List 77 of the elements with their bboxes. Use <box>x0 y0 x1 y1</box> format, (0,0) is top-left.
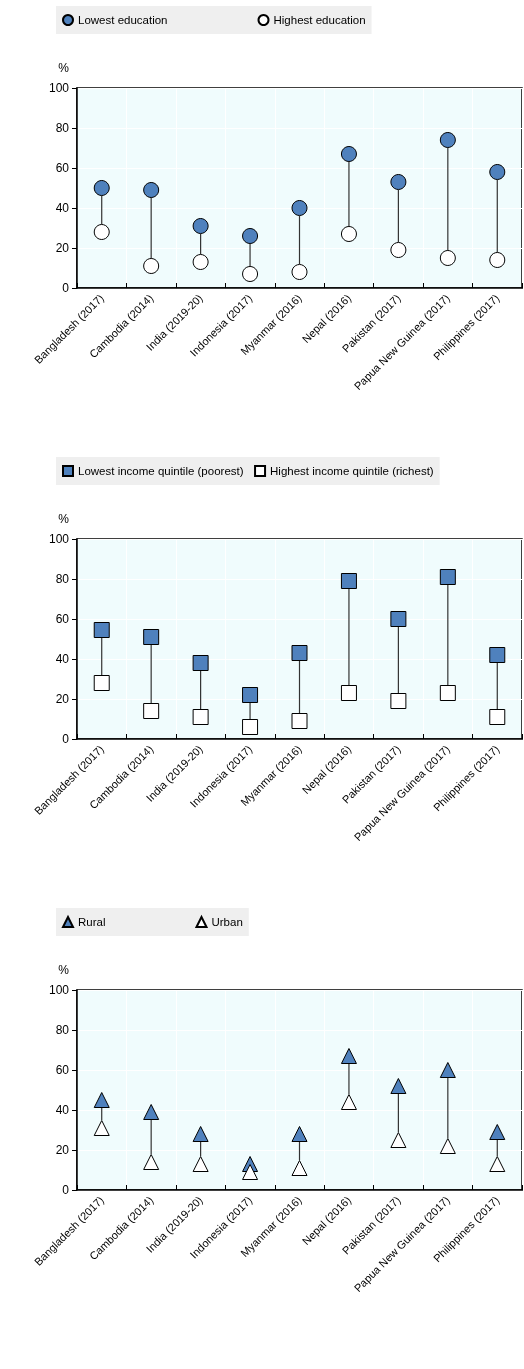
legend-label: Rural <box>78 916 106 928</box>
point <box>439 132 456 148</box>
y-tick-label: 80 <box>55 121 70 135</box>
point <box>143 182 160 198</box>
point <box>439 685 456 701</box>
point <box>242 228 259 244</box>
point <box>291 1126 308 1142</box>
point <box>242 687 259 703</box>
point <box>439 1062 456 1078</box>
y-tick-label: 80 <box>55 572 70 586</box>
y-tick-label: 60 <box>55 161 70 175</box>
point <box>143 1104 160 1120</box>
y-tick-label: 40 <box>55 1103 70 1117</box>
y-axis-title: % <box>58 61 70 75</box>
point <box>390 1078 407 1094</box>
point <box>192 1156 209 1172</box>
y-tick-label: 40 <box>55 201 70 215</box>
point <box>291 713 308 729</box>
point <box>143 703 160 719</box>
point <box>93 180 110 196</box>
point <box>489 1156 506 1172</box>
point <box>340 1094 357 1110</box>
point <box>291 645 308 661</box>
point <box>390 174 407 190</box>
point <box>439 569 456 585</box>
point <box>390 242 407 258</box>
y-tick-label: 60 <box>55 1063 70 1077</box>
point <box>192 254 209 270</box>
y-tick-label: 0 <box>62 281 70 295</box>
point <box>192 709 209 725</box>
y-tick-label: 20 <box>55 1143 70 1157</box>
point <box>242 719 259 735</box>
point <box>192 1126 209 1142</box>
y-tick-label: 60 <box>55 612 70 626</box>
y-tick-label: 20 <box>55 241 70 255</box>
point <box>242 266 259 282</box>
legend-label: Lowest education <box>78 14 168 26</box>
legend-label: Lowest income quintile (poorest) <box>78 465 244 477</box>
legend-label: Highest education <box>273 14 366 26</box>
point <box>143 1154 160 1170</box>
legend-label: Highest income quintile (richest) <box>270 465 434 477</box>
point <box>439 250 456 266</box>
point <box>291 200 308 216</box>
point <box>192 218 209 234</box>
point <box>390 693 407 709</box>
y-tick-label: 0 <box>62 1183 70 1197</box>
point <box>340 573 357 589</box>
y-tick-label: 0 <box>62 732 70 746</box>
point <box>340 226 357 242</box>
point <box>390 611 407 627</box>
point <box>489 252 506 268</box>
y-tick-label: 80 <box>55 1023 70 1037</box>
point <box>192 655 209 671</box>
y-tick-label: 100 <box>48 532 70 546</box>
y-axis-title: % <box>58 512 70 526</box>
point <box>340 685 357 701</box>
point <box>93 1120 110 1136</box>
point <box>340 146 357 162</box>
point <box>390 1132 407 1148</box>
point <box>489 647 506 663</box>
point <box>489 709 506 725</box>
point <box>93 675 110 691</box>
y-axis-title: % <box>58 963 70 977</box>
y-tick-label: 100 <box>48 983 70 997</box>
point <box>93 622 110 638</box>
point <box>291 264 308 280</box>
point <box>143 629 160 645</box>
y-tick-label: 20 <box>55 692 70 706</box>
point <box>93 1092 110 1108</box>
y-tick-label: 40 <box>55 652 70 666</box>
point <box>143 258 160 274</box>
point <box>489 164 506 180</box>
legend-label: Urban <box>211 916 243 928</box>
point <box>340 1048 357 1064</box>
y-tick-label: 100 <box>48 81 70 95</box>
point <box>489 1124 506 1140</box>
point <box>93 224 110 240</box>
